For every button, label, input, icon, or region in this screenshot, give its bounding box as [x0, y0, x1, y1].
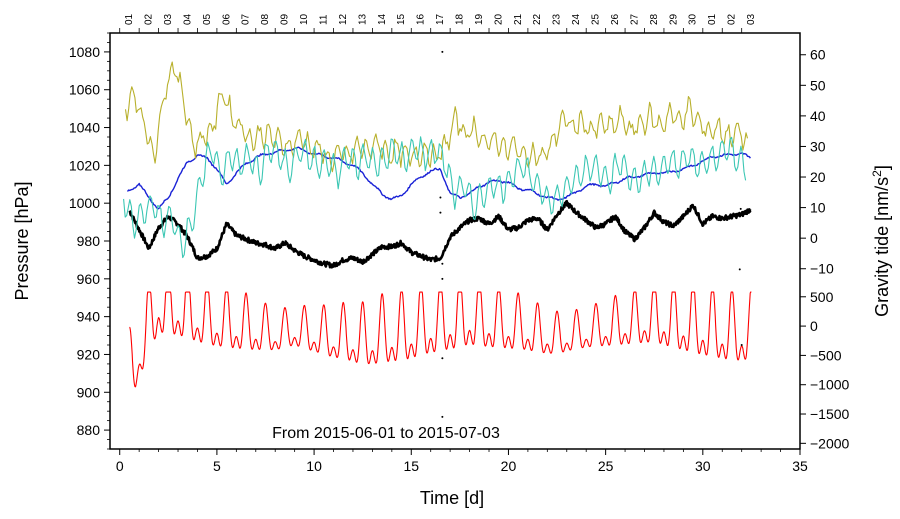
- date-label: 05: [202, 13, 213, 25]
- gravity-axis: −10 0 10 20 30 40 50 60 −2000 −1500 −1000 −500 0 500: [800, 47, 850, 451]
- y-left-tick-label: 1060: [69, 82, 100, 98]
- date-label: 10: [299, 13, 310, 25]
- date-label: 24: [571, 13, 582, 25]
- outlier-dot: [441, 357, 444, 360]
- date-label: 14: [377, 13, 388, 25]
- date-label: 30: [688, 13, 699, 25]
- date-label: 21: [513, 13, 524, 25]
- date-label: 25: [591, 13, 602, 25]
- y-right-tick-label: −500: [810, 347, 842, 363]
- date-range-annotation: From 2015-06-01 to 2015-07-03: [272, 425, 500, 442]
- x-tick-label: 15: [403, 458, 419, 474]
- y-left-tick-label: 940: [77, 309, 101, 325]
- date-label: 03: [163, 13, 174, 25]
- outlier-dot: [738, 268, 741, 271]
- series-line-olive-noisy: [124, 61, 749, 173]
- y-left-tick-label: 1080: [69, 44, 100, 60]
- series-olive-noisy: [124, 61, 749, 173]
- series-gravity-tide: [129, 291, 752, 388]
- y-right-tick-label: −1000: [810, 377, 850, 393]
- series-group: [123, 50, 752, 418]
- series-line-gravity-tide: [129, 291, 752, 388]
- date-label: 16: [416, 13, 427, 25]
- date-label: 11: [318, 14, 329, 25]
- date-label: 09: [280, 13, 291, 25]
- y-left-tick-label: 1000: [69, 195, 100, 211]
- y-left-tick-label: 920: [77, 346, 101, 362]
- date-label: 02: [144, 13, 155, 25]
- y-left-tick-label: 1020: [69, 157, 100, 173]
- date-label: 06: [221, 13, 232, 25]
- x-tick-label: 25: [598, 458, 614, 474]
- y-right-label-main: Gravity tide [nm/s: [872, 177, 892, 317]
- date-label: 03: [746, 13, 757, 25]
- date-label: 22: [532, 13, 543, 25]
- y-left-axis-label: Pressure [hPa]: [12, 181, 32, 300]
- series-line-pressure: [128, 199, 752, 269]
- y-right-tick-label: 0: [810, 318, 818, 334]
- y-right-tick-label: 20: [810, 169, 826, 185]
- date-label: 08: [260, 13, 271, 25]
- series-pressure: [128, 199, 752, 269]
- outlier-dot: [439, 196, 442, 199]
- date-label: 07: [241, 13, 252, 25]
- outlier-dot: [439, 211, 442, 214]
- outlier-dot: [441, 262, 444, 265]
- outlier-dot: [441, 415, 444, 418]
- x-axis: 0 5 10 15 20 25 30 35: [116, 449, 808, 474]
- series-line-cyan-noisy: [123, 136, 747, 259]
- date-label: 12: [338, 13, 349, 25]
- date-label: 18: [454, 13, 465, 25]
- outlier-dots: [439, 50, 743, 418]
- x-tick-label: 10: [306, 458, 322, 474]
- y-right-axis-label: Gravity tide [nm/s2]: [870, 165, 892, 317]
- date-label: 04: [182, 13, 193, 25]
- y-right-tick-label: 60: [810, 47, 826, 63]
- y-left-tick-label: 1040: [69, 120, 100, 136]
- date-label: 01: [124, 13, 135, 25]
- outlier-dot: [441, 277, 444, 280]
- outlier-dot: [739, 207, 742, 210]
- date-label: 26: [610, 13, 621, 25]
- y-right-tick-label: −2000: [810, 435, 850, 451]
- y-right-tick-label: 40: [810, 108, 826, 124]
- y-right-tick-label: −10: [810, 261, 834, 277]
- y-right-tick-label: 10: [810, 200, 826, 216]
- date-label: 29: [668, 13, 679, 25]
- y-right-tick-label: −1500: [810, 406, 850, 422]
- date-label: 19: [474, 13, 485, 25]
- y-left-tick-label: 960: [77, 271, 101, 287]
- pressure-axis: 880 900 920 940 960 980 1000 1020 1040 1060 1080: [69, 32, 110, 450]
- date-label: 13: [357, 13, 368, 25]
- date-axis-top: 01 02 03 04 05 06 07 08 09 10 11 12 13 14 15 16 17 18 19 20…: [119, 13, 757, 33]
- outlier-dot: [740, 344, 743, 346]
- y-right-tick-label: 0: [810, 230, 818, 246]
- y-right-label-sup: 2: [870, 170, 884, 177]
- date-label: 17: [435, 13, 446, 25]
- y-left-tick-label: 980: [77, 233, 101, 249]
- x-tick-label: 30: [695, 458, 711, 474]
- y-left-tick-label: 880: [77, 422, 101, 438]
- date-label: 23: [552, 13, 563, 25]
- date-label: 02: [727, 13, 738, 25]
- outlier-dot: [441, 50, 444, 53]
- y-left-tick-label: 900: [77, 384, 101, 400]
- date-label: 27: [629, 13, 640, 25]
- series-cyan-noisy: [123, 136, 747, 259]
- x-tick-label: 0: [116, 458, 124, 474]
- x-axis-label: Time [d]: [420, 488, 484, 508]
- x-tick-label: 35: [792, 458, 808, 474]
- date-label: 15: [396, 13, 407, 25]
- y-right-tick-label: 500: [810, 289, 834, 305]
- date-label: 28: [649, 13, 660, 25]
- date-label: 20: [493, 13, 504, 25]
- x-tick-label: 5: [213, 458, 221, 474]
- date-label: 01: [707, 13, 718, 25]
- x-tick-label: 20: [501, 458, 517, 474]
- y-right-label-end: ]: [872, 165, 892, 170]
- y-right-tick-label: 50: [810, 77, 826, 93]
- y-right-tick-label: 30: [810, 138, 826, 154]
